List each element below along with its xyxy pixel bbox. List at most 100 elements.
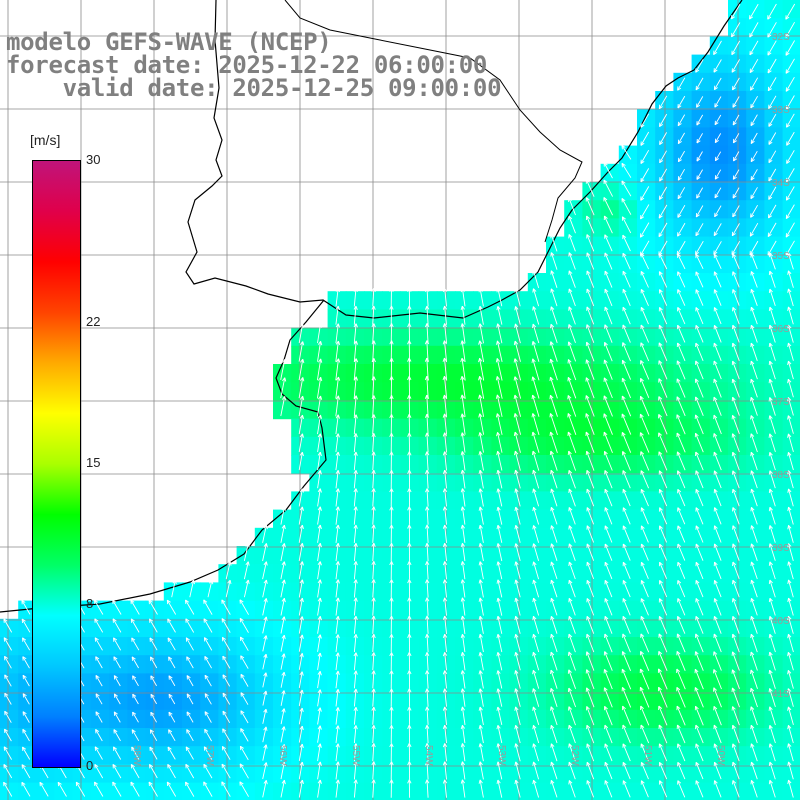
wind-arrow [353, 506, 358, 525]
wind-arrow [371, 579, 376, 598]
wind-arrow [640, 149, 650, 164]
wind-arrow [113, 637, 122, 651]
wind-arrow [94, 618, 104, 633]
wind-arrow [768, 779, 776, 798]
wind-arrow [731, 724, 740, 744]
wind-arrow [298, 341, 305, 362]
wind-arrow [425, 652, 430, 671]
wind-arrow [460, 432, 466, 453]
wind-arrow [204, 693, 212, 705]
wind-arrow [389, 376, 394, 399]
wind-arrow [750, 306, 758, 325]
wind-arrow [768, 488, 776, 507]
wind-arrow [298, 506, 304, 525]
wind-arrow [407, 305, 412, 325]
wind-arrow [768, 360, 776, 380]
longitude-label: 56W [277, 745, 288, 766]
wind-arrow [335, 488, 340, 507]
wind-arrow [317, 689, 322, 707]
wind-arrow [203, 763, 213, 779]
wind-arrow [694, 432, 704, 453]
wind-arrow [442, 652, 448, 671]
wind-arrow [568, 270, 576, 288]
wind-arrow [353, 579, 358, 598]
wind-arrow [371, 670, 376, 689]
wind-arrow [513, 376, 522, 399]
wind-arrow [786, 168, 795, 183]
wind-arrow [186, 693, 194, 705]
wind-arrow [298, 451, 304, 471]
wind-arrow [549, 376, 558, 399]
wind-arrow [640, 633, 650, 653]
wind-arrow [640, 580, 649, 598]
wind-arrow [604, 234, 613, 252]
wind-arrow [694, 378, 704, 398]
wind-arrow [676, 324, 686, 343]
wind-arrow [222, 692, 231, 705]
wind-arrow [335, 579, 340, 598]
wind-arrow [586, 598, 595, 616]
wind-arrow [677, 743, 686, 762]
wind-arrow [604, 488, 613, 507]
wind-arrow [389, 615, 394, 634]
wind-arrow [167, 618, 176, 633]
wind-arrow [622, 780, 631, 798]
wind-arrow [389, 542, 394, 562]
wind-arrow [768, 150, 777, 164]
wind-arrow [640, 543, 649, 561]
wind-arrow [514, 725, 521, 744]
wind-arrow [95, 656, 103, 669]
wind-arrow [676, 650, 686, 671]
wind-arrow [549, 341, 558, 362]
wind-arrow [550, 706, 558, 726]
wind-arrow [750, 204, 758, 218]
wind-arrow [335, 414, 341, 435]
wind-arrow [731, 706, 740, 726]
wind-arrow [298, 597, 304, 616]
interior-border [284, 0, 583, 243]
wind-arrow [407, 743, 412, 762]
wind-arrow [785, 3, 796, 20]
wind-arrow [514, 488, 521, 507]
wind-vectors [3, 3, 796, 798]
wind-arrow [731, 743, 740, 762]
wind-arrow [371, 340, 376, 363]
wind-arrow [603, 687, 613, 708]
wind-arrow [640, 360, 650, 380]
latitude-label: 40S [772, 616, 790, 627]
latitude-label: 32S [772, 32, 790, 43]
wind-arrow [280, 690, 286, 706]
wind-arrow [204, 728, 212, 742]
wind-arrow [407, 633, 412, 653]
wind-arrow [731, 59, 740, 73]
wind-arrow [353, 615, 358, 634]
wind-arrow [478, 615, 484, 634]
wind-arrow [514, 561, 521, 580]
wind-arrow [567, 413, 577, 435]
wind-arrow [585, 450, 595, 471]
wind-arrow [95, 729, 103, 742]
wind-cell [728, 109, 747, 128]
wind-cell [36, 782, 56, 800]
wind-arrow [532, 779, 540, 798]
wind-arrow [676, 414, 686, 435]
wind-arrow [371, 376, 376, 399]
wind-arrow [658, 525, 668, 543]
wind-arrow [787, 725, 794, 744]
wind-arrow [424, 323, 430, 344]
wind-arrow [768, 761, 776, 780]
wind-arrow [496, 561, 503, 580]
wind-arrow [732, 133, 740, 144]
wind-arrow [640, 342, 650, 362]
wind-arrow [603, 413, 613, 435]
wind-arrow [407, 451, 412, 471]
wind-cell [782, 673, 800, 693]
wind-arrow [695, 253, 704, 269]
wind-arrow [131, 637, 140, 651]
wind-arrow [4, 674, 12, 687]
wind-arrow [335, 433, 340, 453]
wind-cell [782, 400, 800, 420]
wind-arrow [280, 561, 286, 580]
wind-arrow [353, 542, 358, 562]
wind-cell [764, 218, 784, 238]
